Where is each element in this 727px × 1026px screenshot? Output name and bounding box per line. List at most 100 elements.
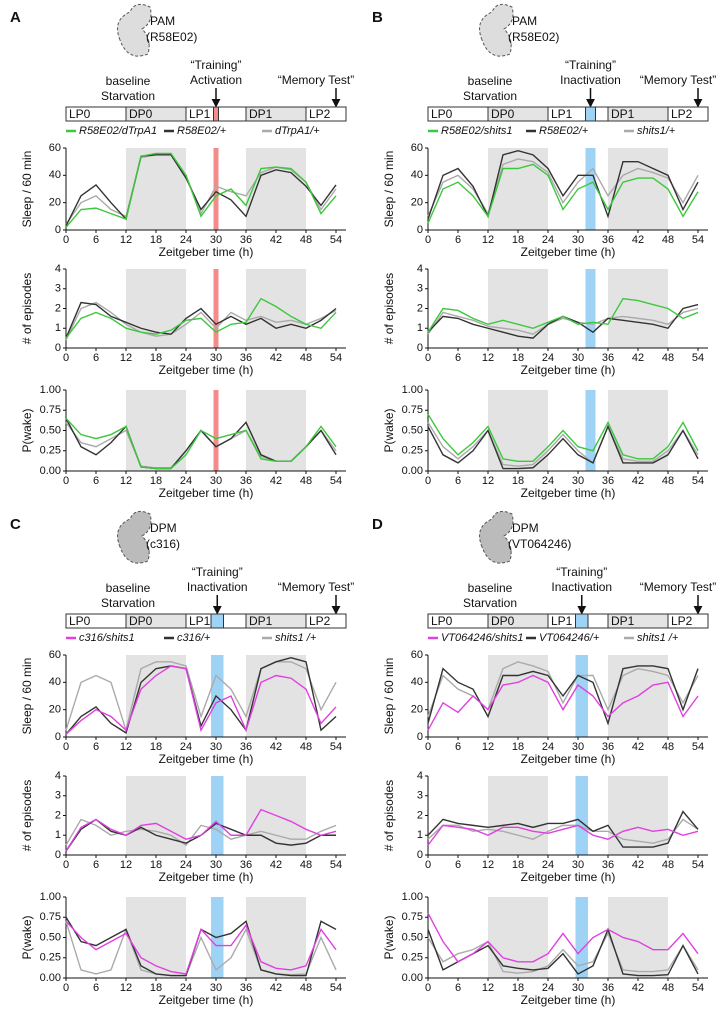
series-line xyxy=(427,810,699,848)
y-tick-label: 20 xyxy=(49,197,61,209)
x-tick-label: 18 xyxy=(512,741,524,753)
schedule-label: LP0 xyxy=(69,107,91,121)
x-tick-label: 0 xyxy=(63,741,69,753)
dark-period xyxy=(488,655,548,737)
x-tick-label: 24 xyxy=(180,352,192,364)
series-line xyxy=(427,307,699,335)
y-tick-label: 20 xyxy=(411,197,423,209)
x-tick-label: 54 xyxy=(692,982,704,994)
x-tick-label: 18 xyxy=(512,352,524,364)
x-tick-label: 54 xyxy=(692,234,704,246)
y-tick-label: 3 xyxy=(417,283,423,295)
x-tick-label: 54 xyxy=(330,859,342,871)
series-line xyxy=(427,413,699,462)
x-tick-label: 0 xyxy=(63,859,69,871)
y-tick-label: 2 xyxy=(417,302,423,314)
x-axis-label: Zeitgeber time (h) xyxy=(159,993,254,1007)
y-axis-label: Sleep / 60 min xyxy=(382,658,396,735)
series-line xyxy=(65,297,337,339)
series-line xyxy=(427,824,699,846)
x-tick-label: 30 xyxy=(210,741,222,753)
x-axis-label: Zeitgeber time (h) xyxy=(521,245,616,259)
y-tick-label: 1.00 xyxy=(402,384,423,396)
x-axis-label: Zeitgeber time (h) xyxy=(159,870,254,884)
x-tick-label: 48 xyxy=(300,234,312,246)
x-tick-label: 48 xyxy=(662,859,674,871)
x-tick-label: 42 xyxy=(632,352,644,364)
manipulation-label: Inactivation xyxy=(560,73,621,87)
y-tick-label: 0.75 xyxy=(40,911,61,923)
brain-icon xyxy=(479,3,514,57)
driver-label: (c316) xyxy=(146,537,180,551)
x-tick-label: 0 xyxy=(63,475,69,487)
y-axis-label: # of episodes xyxy=(20,780,34,851)
starvation-label: Starvation xyxy=(101,596,155,610)
memory-label: “Memory Test” xyxy=(278,73,354,87)
y-tick-label: 0.25 xyxy=(402,445,423,457)
starvation-label: Starvation xyxy=(101,89,155,103)
dark-period xyxy=(488,776,548,855)
x-tick-label: 24 xyxy=(180,982,192,994)
series-line xyxy=(65,417,337,470)
schedule-highlight xyxy=(585,106,596,122)
dark-period xyxy=(608,897,668,978)
x-tick-label: 24 xyxy=(180,475,192,487)
x-axis-label: Zeitgeber time (h) xyxy=(521,752,616,766)
x-tick-label: 24 xyxy=(180,234,192,246)
x-axis-label: Zeitgeber time (h) xyxy=(159,245,254,259)
x-tick-label: 0 xyxy=(63,982,69,994)
y-tick-label: 40 xyxy=(411,169,423,181)
schedule-cell xyxy=(667,613,709,629)
x-tick-label: 6 xyxy=(455,859,461,871)
schedule-label: DP0 xyxy=(129,107,153,121)
y-tick-label: 4 xyxy=(417,770,423,782)
y-axis-label: P(wake) xyxy=(20,408,34,452)
y-tick-label: 60 xyxy=(49,649,61,661)
dark-period xyxy=(246,269,306,348)
manipulation-label: Inactivation xyxy=(187,580,248,594)
y-tick-label: 60 xyxy=(49,142,61,154)
schedule-label: LP1 xyxy=(189,107,211,121)
y-tick-label: 0.75 xyxy=(402,404,423,416)
x-tick-label: 18 xyxy=(150,859,162,871)
y-tick-label: 0.75 xyxy=(402,911,423,923)
x-tick-label: 42 xyxy=(632,859,644,871)
x-axis-label: Zeitgeber time (h) xyxy=(521,486,616,500)
schedule-label: DP1 xyxy=(611,107,635,121)
x-tick-label: 48 xyxy=(662,741,674,753)
x-tick-label: 0 xyxy=(425,741,431,753)
x-axis-label: Zeitgeber time (h) xyxy=(159,752,254,766)
legend-label: R58E02/shits1 xyxy=(441,125,513,137)
dark-period xyxy=(488,897,548,978)
y-axis-label: # of episodes xyxy=(382,780,396,851)
x-tick-label: 24 xyxy=(542,475,554,487)
y-tick-label: 0.00 xyxy=(40,972,61,984)
x-tick-label: 0 xyxy=(425,859,431,871)
series-line xyxy=(65,301,337,339)
x-tick-label: 42 xyxy=(632,234,644,246)
x-axis-label: Zeitgeber time (h) xyxy=(521,870,616,884)
x-tick-label: 42 xyxy=(270,234,282,246)
x-tick-label: 36 xyxy=(602,475,614,487)
manipulation-window xyxy=(211,776,224,855)
neuron-label: DPM xyxy=(512,521,539,535)
y-axis-label: P(wake) xyxy=(20,915,34,959)
x-tick-label: 42 xyxy=(270,741,282,753)
x-tick-label: 48 xyxy=(300,352,312,364)
manipulation-window xyxy=(585,390,596,471)
x-tick-label: 12 xyxy=(482,741,494,753)
dark-period xyxy=(126,897,186,978)
x-tick-label: 0 xyxy=(63,234,69,246)
y-tick-label: 4 xyxy=(417,263,423,275)
x-tick-label: 12 xyxy=(482,352,494,364)
baseline-label: baseline xyxy=(106,581,151,595)
x-tick-label: 12 xyxy=(482,234,494,246)
schedule-label: LP2 xyxy=(309,107,331,121)
x-tick-label: 30 xyxy=(572,859,584,871)
y-tick-label: 0 xyxy=(417,224,423,236)
x-tick-label: 6 xyxy=(455,234,461,246)
x-tick-label: 6 xyxy=(93,741,99,753)
y-tick-label: 0 xyxy=(417,342,423,354)
x-tick-label: 18 xyxy=(512,859,524,871)
y-tick-label: 0 xyxy=(55,849,61,861)
